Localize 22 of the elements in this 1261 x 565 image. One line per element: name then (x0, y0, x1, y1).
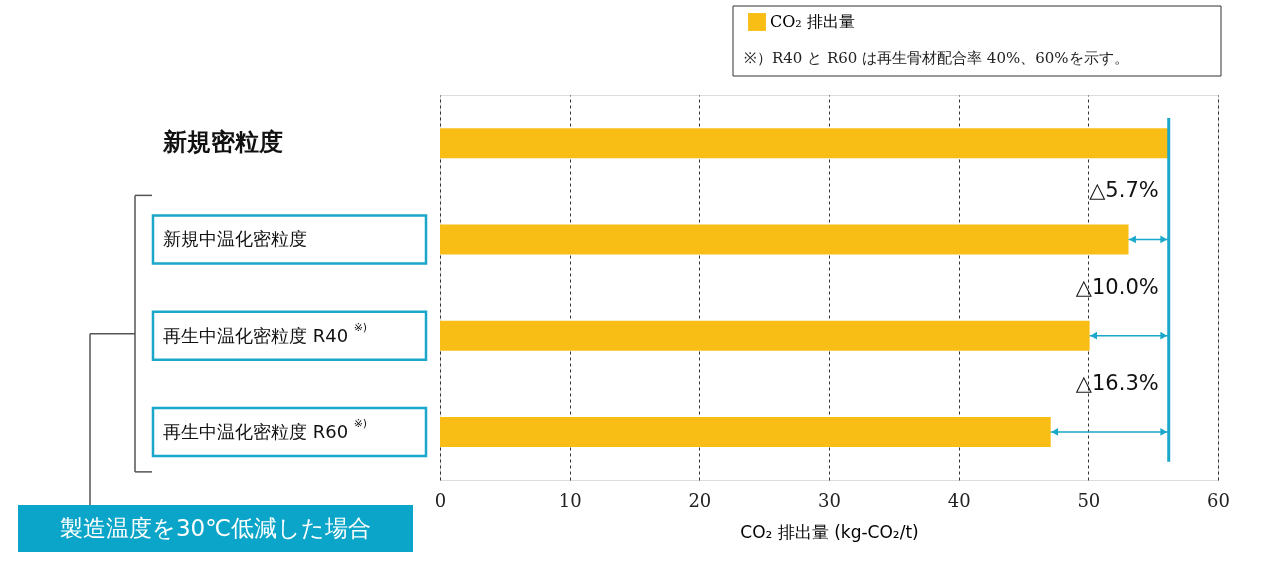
x-tick-label: 0 (434, 489, 447, 511)
bar (440, 128, 1169, 159)
bar (440, 416, 1051, 447)
annotation: △10.0% (1075, 274, 1159, 299)
y-tick-label: 新規中温化密粒度 (163, 228, 307, 250)
x-tick-label: 20 (688, 489, 712, 511)
annotation: △16.3% (1075, 370, 1159, 395)
y-tick-label: 再生中温化密粒度 R40※) (163, 320, 368, 346)
y-tick-label: 新規密粒度 (162, 128, 283, 157)
text: 製造温度を30℃低減した場合 (59, 515, 372, 541)
legend-label: CO₂ 排出量 (770, 12, 855, 31)
x-tick-label: 40 (947, 489, 971, 511)
x-tick-label: 50 (1077, 489, 1101, 511)
x-tick-label: 30 (818, 489, 841, 511)
y-tick-label: 再生中温化密粒度 R60※) (163, 416, 368, 442)
bar (440, 224, 1129, 255)
x-tick-label: 10 (558, 489, 582, 511)
x-tick-label: 60 (1207, 489, 1230, 511)
x-axis-title: CO₂ 排出量 (kg-CO₂/t) (740, 521, 919, 542)
bar (440, 320, 1090, 351)
text: ※）R40 と R60 は再生骨材配合率 40%、60%を示す。 (744, 49, 1129, 67)
annotation: △5.7% (1089, 178, 1159, 203)
